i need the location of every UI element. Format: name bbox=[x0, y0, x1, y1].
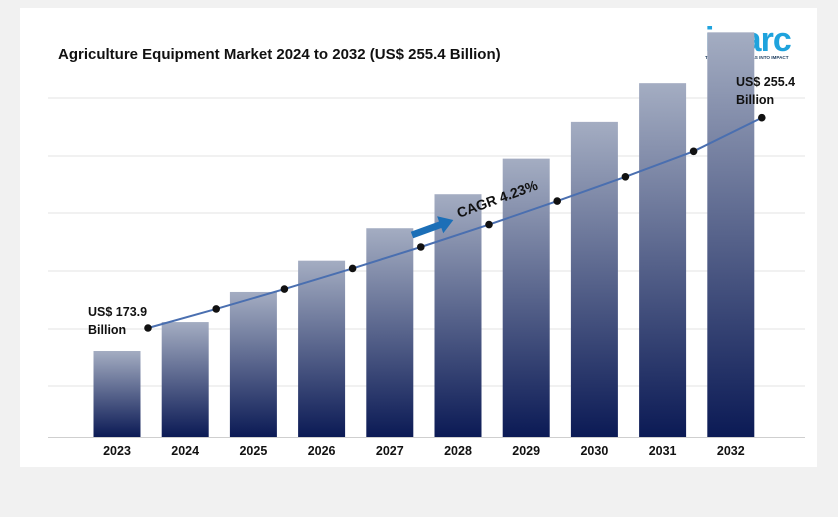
trend-point bbox=[621, 173, 630, 181]
x-tick-labels: 2023 2024 2025 2026 2027 2028 2029 2030 2031 2032 bbox=[103, 444, 745, 458]
start-value-label: US$ 173.9 bbox=[88, 305, 147, 319]
bar bbox=[366, 228, 414, 437]
chart-title: Agriculture Equipment Market 2024 to 203… bbox=[58, 46, 501, 63]
trend-line bbox=[147, 116, 763, 329]
bar bbox=[229, 291, 277, 437]
trend-point bbox=[689, 147, 698, 156]
bars bbox=[93, 32, 755, 438]
trend-line-group bbox=[144, 113, 766, 332]
bar bbox=[639, 83, 687, 437]
x-tick-label: 2028 bbox=[444, 444, 472, 458]
trend-point bbox=[348, 264, 357, 273]
cagr-arrow-shape bbox=[410, 216, 454, 239]
x-tick-label: 2024 bbox=[171, 444, 199, 458]
bar bbox=[707, 32, 755, 438]
x-tick-label: 2026 bbox=[308, 444, 336, 458]
x-tick-label: 2032 bbox=[717, 444, 745, 458]
x-tick-label: 2030 bbox=[580, 444, 608, 458]
trend-point bbox=[758, 113, 766, 122]
end-value-label: US$ 255.4 bbox=[736, 75, 795, 89]
bar bbox=[161, 322, 209, 437]
trend-point bbox=[485, 220, 493, 229]
x-tick-label: 2029 bbox=[512, 444, 540, 458]
bar bbox=[298, 260, 346, 437]
bar bbox=[502, 158, 550, 438]
trend-point bbox=[212, 305, 220, 313]
x-tick-label: 2031 bbox=[649, 444, 677, 458]
cagr-arrow bbox=[410, 216, 454, 239]
x-tick-label: 2027 bbox=[376, 444, 404, 458]
bar bbox=[434, 194, 482, 437]
x-tick-label: 2023 bbox=[103, 444, 131, 458]
trend-point bbox=[280, 285, 289, 293]
start-value-unit: Billion bbox=[88, 323, 126, 337]
x-tick-label: 2025 bbox=[239, 444, 267, 458]
bar bbox=[93, 351, 141, 437]
trend-point bbox=[553, 197, 561, 205]
trend-point bbox=[417, 243, 425, 251]
end-value-unit: Billion bbox=[736, 93, 774, 107]
bar bbox=[570, 121, 618, 438]
trend-point bbox=[144, 324, 152, 332]
